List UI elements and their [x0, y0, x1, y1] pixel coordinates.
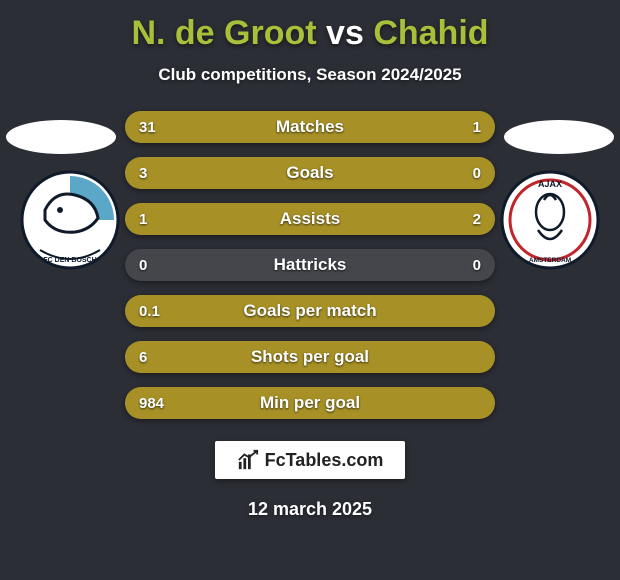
stat-label: Hattricks: [125, 249, 495, 281]
stat-row: 30Goals: [125, 157, 495, 189]
stat-bar-right: [247, 203, 495, 235]
stat-row: 12Assists: [125, 203, 495, 235]
stat-row: 311Matches: [125, 111, 495, 143]
infographic-root: N. de Groot vs Chahid Club competitions,…: [0, 0, 620, 580]
stat-row: 984Min per goal: [125, 387, 495, 419]
den-bosch-crest-icon: FC DEN BOSCH: [20, 170, 120, 270]
stat-bar-left: [125, 111, 395, 143]
stat-bar-right: [395, 111, 495, 143]
svg-text:AJAX: AJAX: [538, 179, 562, 189]
page-title: N. de Groot vs Chahid: [131, 14, 488, 53]
title-player1: N. de Groot: [131, 14, 316, 52]
svg-text:FC DEN BOSCH: FC DEN BOSCH: [43, 257, 96, 264]
stat-bar-left: [125, 295, 495, 327]
ellipse-backdrop-left: [6, 120, 116, 154]
ajax-crest-icon: AJAX AMSTERDAM: [500, 170, 600, 270]
stat-value-right: 0: [473, 249, 481, 281]
ellipse-backdrop-right: [504, 120, 614, 154]
stat-row: 6Shots per goal: [125, 341, 495, 373]
fctables-icon: [237, 449, 259, 471]
infographic-date: 12 march 2025: [248, 499, 372, 520]
stat-bar-left: [125, 203, 247, 235]
stat-row: 0.1Goals per match: [125, 295, 495, 327]
stat-row: 0 0Hattricks: [125, 249, 495, 281]
svg-text:AMSTERDAM: AMSTERDAM: [529, 257, 571, 264]
stat-bar-left: [125, 157, 495, 189]
club-crest-left: FC DEN BOSCH: [20, 170, 120, 270]
stat-bar-left: [125, 341, 495, 373]
footer-logo-box: FcTables.com: [215, 441, 406, 479]
stat-value-left: 0: [139, 249, 147, 281]
title-player2: Chahid: [373, 14, 488, 52]
subtitle: Club competitions, Season 2024/2025: [158, 65, 461, 85]
comparison-bars: 311Matches 30Goals 12Assists 0 0Hattricks 0.1…: [125, 111, 495, 419]
club-crest-right: AJAX AMSTERDAM: [500, 170, 600, 270]
title-vs: vs: [326, 14, 364, 52]
stat-bar-left: [125, 387, 495, 419]
footer-logo-text: FcTables.com: [265, 450, 384, 471]
